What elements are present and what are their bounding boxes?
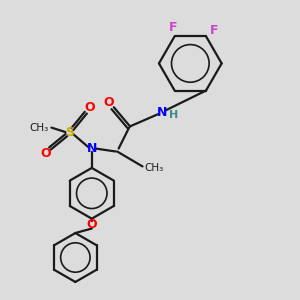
Text: N: N — [87, 142, 97, 155]
Text: F: F — [210, 24, 219, 38]
Text: N: N — [157, 106, 167, 119]
Text: H: H — [169, 110, 178, 120]
Text: CH₃: CH₃ — [144, 163, 164, 173]
Text: O: O — [86, 218, 97, 231]
Text: O: O — [41, 147, 51, 161]
Text: O: O — [104, 96, 114, 109]
Text: S: S — [65, 126, 74, 139]
Text: F: F — [169, 21, 177, 34]
Text: O: O — [84, 101, 95, 114]
Text: CH₃: CH₃ — [29, 123, 48, 133]
